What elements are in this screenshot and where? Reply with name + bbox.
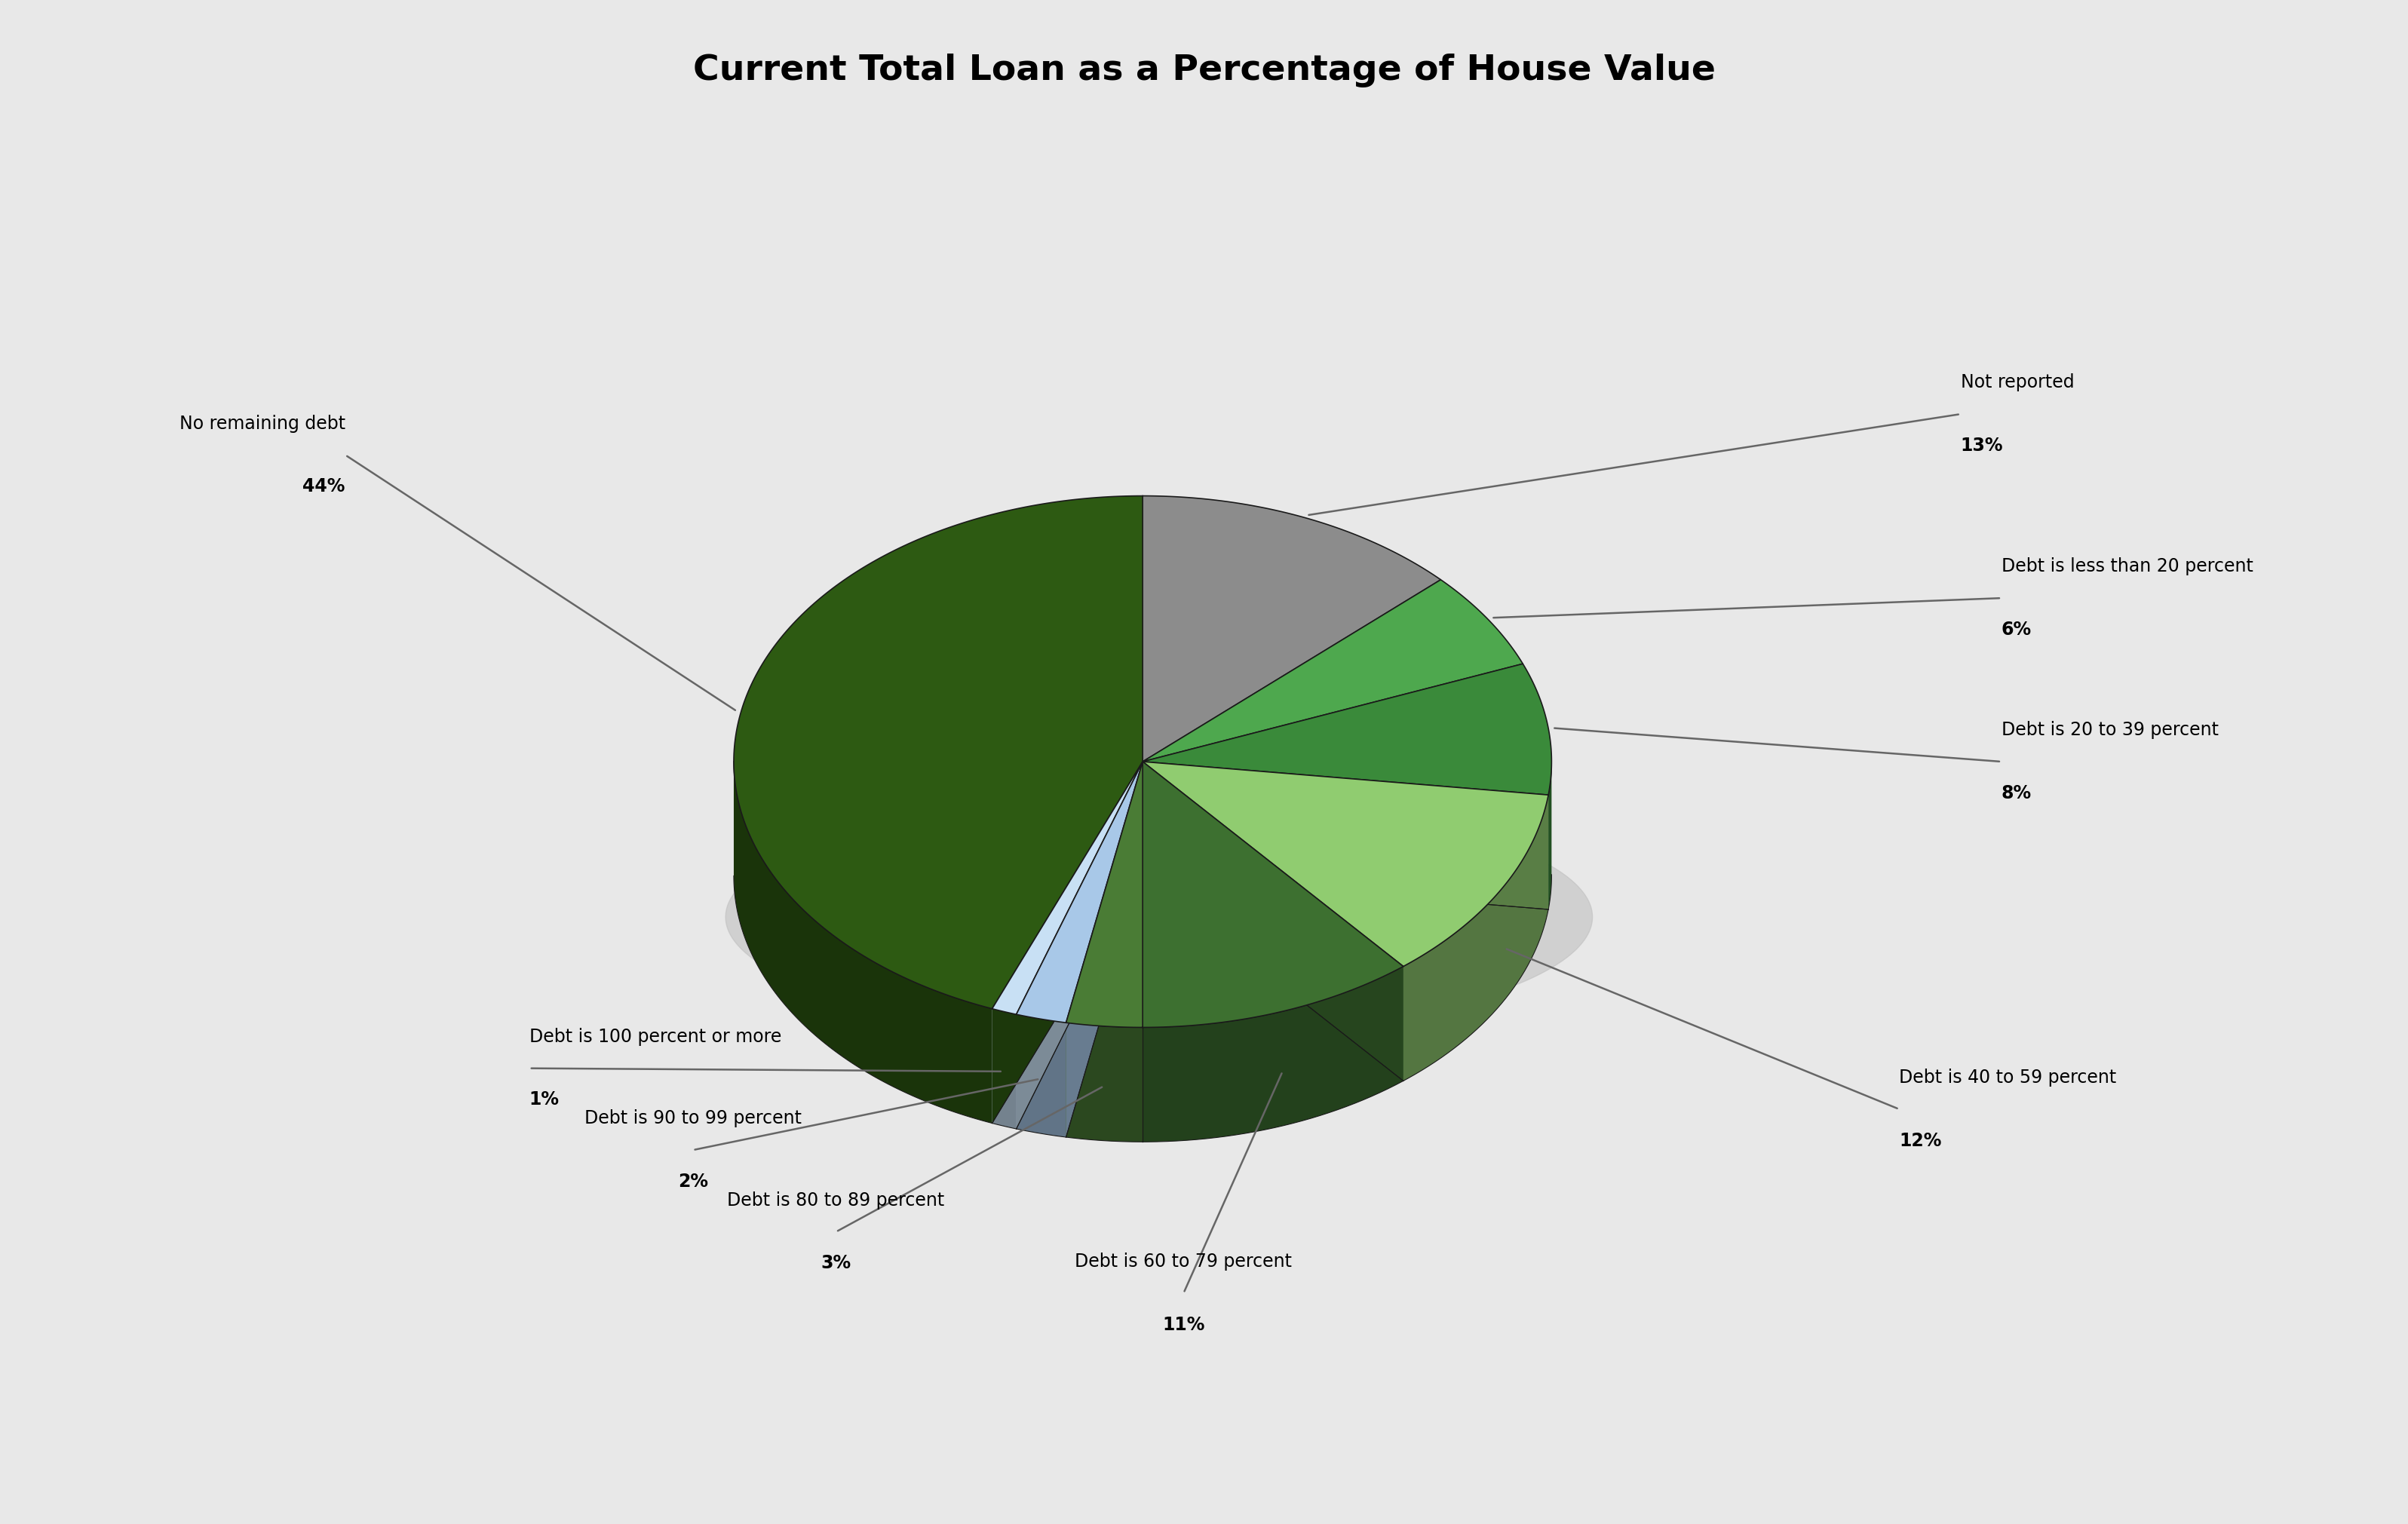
Polygon shape — [1144, 495, 1440, 762]
Polygon shape — [1016, 762, 1144, 1129]
Polygon shape — [1067, 1023, 1144, 1141]
Polygon shape — [1016, 1015, 1067, 1137]
Polygon shape — [1404, 796, 1548, 1081]
Polygon shape — [1144, 664, 1551, 796]
Polygon shape — [1067, 762, 1144, 1137]
Polygon shape — [1144, 762, 1404, 1027]
Text: Current Total Loan as a Percentage of House Value: Current Total Loan as a Percentage of Ho… — [694, 53, 1714, 87]
Text: Debt is 60 to 79 percent: Debt is 60 to 79 percent — [1074, 1253, 1293, 1271]
Polygon shape — [1144, 762, 1404, 1081]
Polygon shape — [992, 762, 1144, 1123]
Text: 2%: 2% — [677, 1172, 708, 1190]
Polygon shape — [734, 762, 992, 1123]
Text: Not reported: Not reported — [1960, 373, 2073, 392]
Polygon shape — [1016, 762, 1144, 1023]
Polygon shape — [992, 762, 1144, 1123]
Polygon shape — [1144, 762, 1404, 1081]
Text: 13%: 13% — [1960, 436, 2003, 454]
Polygon shape — [1067, 762, 1144, 1027]
Polygon shape — [725, 797, 1592, 1036]
Text: 12%: 12% — [1900, 1132, 1941, 1149]
Text: No remaining debt: No remaining debt — [178, 415, 344, 433]
Text: Debt is less than 20 percent: Debt is less than 20 percent — [2001, 558, 2254, 576]
Polygon shape — [1144, 762, 1548, 966]
Text: 44%: 44% — [303, 477, 344, 495]
Polygon shape — [1016, 762, 1144, 1129]
Text: 11%: 11% — [1163, 1315, 1204, 1334]
Polygon shape — [1144, 762, 1548, 910]
Text: Debt is 100 percent or more: Debt is 100 percent or more — [530, 1027, 783, 1045]
Polygon shape — [992, 1009, 1016, 1129]
Polygon shape — [734, 495, 1144, 1009]
Polygon shape — [1144, 579, 1522, 762]
Polygon shape — [1144, 762, 1548, 910]
Polygon shape — [1548, 760, 1551, 910]
Text: 6%: 6% — [2001, 620, 2032, 639]
Text: 1%: 1% — [530, 1091, 559, 1109]
Polygon shape — [1144, 966, 1404, 1141]
Text: Debt is 20 to 39 percent: Debt is 20 to 39 percent — [2001, 721, 2218, 739]
Polygon shape — [992, 762, 1144, 1015]
Text: Debt is 40 to 59 percent: Debt is 40 to 59 percent — [1900, 1068, 2117, 1087]
Text: Debt is 80 to 89 percent: Debt is 80 to 89 percent — [727, 1192, 944, 1210]
Polygon shape — [1067, 762, 1144, 1137]
Text: 8%: 8% — [2001, 785, 2032, 802]
Text: 3%: 3% — [821, 1254, 850, 1273]
Text: Debt is 90 to 99 percent: Debt is 90 to 99 percent — [585, 1109, 802, 1128]
